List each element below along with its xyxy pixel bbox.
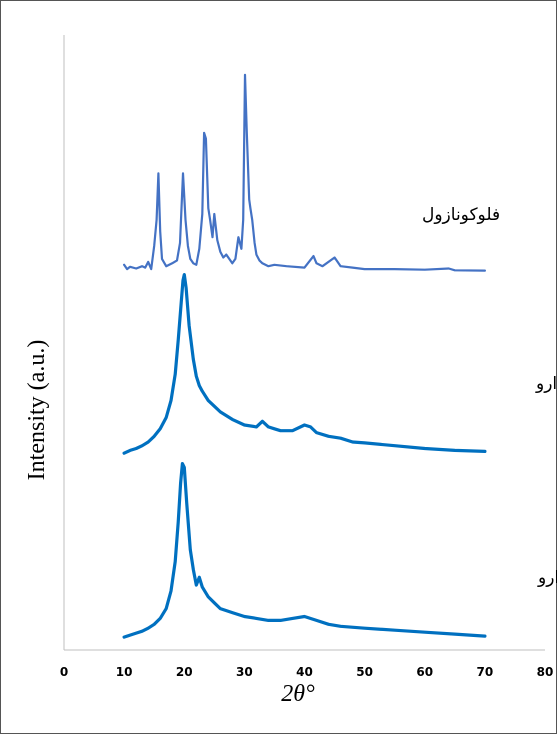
x-tick-label: 10 xyxy=(116,665,133,679)
y-axis-label: Intensity (a.u.) xyxy=(24,340,50,481)
x-tick-label: 20 xyxy=(176,665,193,679)
x-tick-label: 30 xyxy=(236,665,253,679)
series-line-pva-film-without-drug xyxy=(122,462,487,639)
x-tick-label: 60 xyxy=(416,665,433,679)
series-line-pva-film-with-drug xyxy=(122,273,487,455)
x-tick-label: 70 xyxy=(477,665,494,679)
x-tick-label: 0 xyxy=(60,665,68,679)
series-line-fluconazole xyxy=(123,73,486,272)
x-tick-label: 40 xyxy=(296,665,313,679)
annotation-fluconazole: فلوکونازول xyxy=(422,205,500,225)
x-tick-label: 80 xyxy=(537,665,554,679)
series-group xyxy=(122,73,487,639)
x-axis-label: 2θ° xyxy=(281,681,315,707)
x-tick-label: 50 xyxy=(356,665,373,679)
annotation-film-without-drug: فیلم پلی وینیل الکل بدون دارو xyxy=(537,568,557,588)
annotation-film-with-drug: فیلم پلی وینیل الکل حاوی دارو xyxy=(535,374,557,394)
x-tick-labels: 0 10 20 30 40 50 60 70 80 xyxy=(60,665,554,679)
